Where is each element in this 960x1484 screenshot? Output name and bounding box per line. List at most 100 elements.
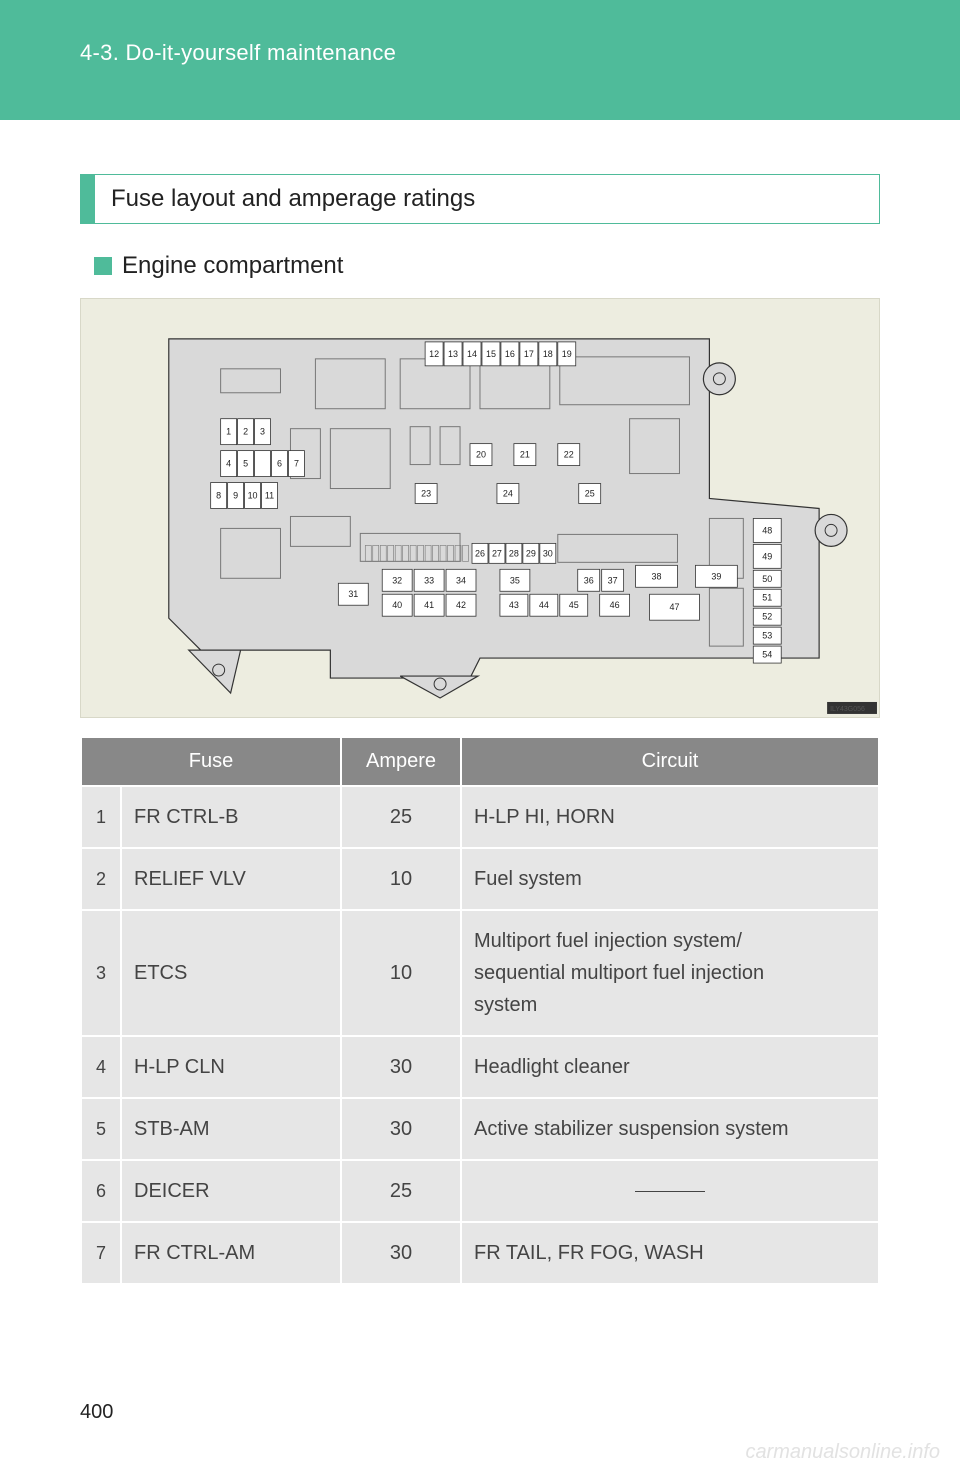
table-row: 3ETCS10Multiport fuel injection system/s… [81, 910, 879, 1036]
svg-text:15: 15 [486, 349, 496, 359]
svg-text:33: 33 [424, 575, 434, 585]
cell-ampere: 30 [341, 1036, 461, 1098]
th-circuit: Circuit [461, 737, 879, 786]
cell-circuit: Fuel system [461, 848, 879, 910]
cell-circuit: Headlight cleaner [461, 1036, 879, 1098]
cell-circuit: H-LP HI, HORN [461, 786, 879, 848]
table-row: 1FR CTRL-B25H-LP HI, HORN [81, 786, 879, 848]
svg-text:45: 45 [569, 600, 579, 610]
cell-circuit: Multiport fuel injection system/sequenti… [461, 910, 879, 1036]
content-area: Fuse layout and amperage ratings Engine … [0, 120, 960, 1285]
cell-ampere: 25 [341, 786, 461, 848]
svg-text:19: 19 [562, 349, 572, 359]
cell-index: 1 [81, 786, 121, 848]
svg-text:18: 18 [543, 349, 553, 359]
svg-text:38: 38 [652, 571, 662, 581]
page-number: 400 [80, 1401, 113, 1424]
svg-text:47: 47 [669, 602, 679, 612]
svg-text:35: 35 [510, 575, 520, 585]
watermark: carmanualsonline.info [745, 1441, 940, 1464]
page: 4-3. Do-it-yourself maintenance Fuse lay… [0, 0, 960, 1484]
svg-text:54: 54 [762, 650, 772, 660]
cell-index: 2 [81, 848, 121, 910]
cell-fuse: RELIEF VLV [121, 848, 341, 910]
svg-text:37: 37 [608, 575, 618, 585]
fuse-diagram-svg: 1213141516171819123456789101120212223242… [81, 299, 879, 718]
svg-text:46: 46 [610, 600, 620, 610]
table-row: 7FR CTRL-AM30FR TAIL, FR FOG, WASH [81, 1222, 879, 1284]
cell-ampere: 30 [341, 1098, 461, 1160]
fuse-table-body: 1FR CTRL-B25H-LP HI, HORN2RELIEF VLV10Fu… [81, 786, 879, 1284]
fuse-diagram: 1213141516171819123456789101120212223242… [80, 298, 880, 718]
svg-text:25: 25 [585, 489, 595, 499]
cell-fuse: H-LP CLN [121, 1036, 341, 1098]
svg-text:39: 39 [711, 571, 721, 581]
svg-text:9: 9 [233, 491, 238, 501]
svg-text:10: 10 [248, 491, 258, 501]
svg-text:26: 26 [475, 548, 485, 558]
svg-text:44: 44 [539, 600, 549, 610]
section-title: Fuse layout and amperage ratings [95, 175, 491, 223]
fuse-table: Fuse Ampere Circuit 1FR CTRL-B25H-LP HI,… [80, 736, 880, 1285]
chapter-header: 4-3. Do-it-yourself maintenance [0, 0, 960, 120]
svg-text:53: 53 [762, 631, 772, 641]
svg-text:8: 8 [216, 491, 221, 501]
svg-text:16: 16 [505, 349, 515, 359]
cell-fuse: ETCS [121, 910, 341, 1036]
svg-text:20: 20 [476, 450, 486, 460]
table-row: 5STB-AM30Active stabilizer suspension sy… [81, 1098, 879, 1160]
cell-index: 6 [81, 1160, 121, 1222]
cell-ampere: 30 [341, 1222, 461, 1284]
svg-text:31: 31 [348, 589, 358, 599]
subsection-title: Engine compartment [122, 252, 343, 280]
th-ampere: Ampere [341, 737, 461, 786]
svg-text:30: 30 [543, 548, 553, 558]
cell-fuse: FR CTRL-AM [121, 1222, 341, 1284]
svg-text:4: 4 [226, 459, 231, 469]
table-row: 2RELIEF VLV10Fuel system [81, 848, 879, 910]
svg-text:29: 29 [526, 548, 536, 558]
svg-text:ILY43G056: ILY43G056 [830, 706, 865, 713]
chapter-label: 4-3. Do-it-yourself maintenance [80, 40, 396, 65]
cell-ampere: 25 [341, 1160, 461, 1222]
square-bullet-icon [94, 257, 112, 275]
svg-text:3: 3 [260, 427, 265, 437]
cell-fuse: STB-AM [121, 1098, 341, 1160]
svg-text:42: 42 [456, 600, 466, 610]
cell-fuse: FR CTRL-B [121, 786, 341, 848]
svg-text:24: 24 [503, 489, 513, 499]
cell-ampere: 10 [341, 848, 461, 910]
svg-text:5: 5 [243, 459, 248, 469]
svg-text:14: 14 [467, 349, 477, 359]
table-row: 4H-LP CLN30Headlight cleaner [81, 1036, 879, 1098]
section-accent [81, 175, 95, 223]
svg-text:41: 41 [424, 600, 434, 610]
cell-index: 5 [81, 1098, 121, 1160]
cell-circuit [461, 1160, 879, 1222]
svg-text:50: 50 [762, 574, 772, 584]
cell-index: 7 [81, 1222, 121, 1284]
table-row: 6DEICER25 [81, 1160, 879, 1222]
th-fuse: Fuse [81, 737, 341, 786]
svg-text:21: 21 [520, 450, 530, 460]
svg-text:7: 7 [294, 459, 299, 469]
svg-text:49: 49 [762, 551, 772, 561]
svg-text:32: 32 [392, 575, 402, 585]
svg-text:11: 11 [265, 491, 274, 501]
svg-text:48: 48 [762, 525, 772, 535]
cell-index: 3 [81, 910, 121, 1036]
cell-circuit: Active stabilizer suspension system [461, 1098, 879, 1160]
svg-text:23: 23 [421, 489, 431, 499]
svg-text:6: 6 [277, 459, 282, 469]
svg-text:51: 51 [762, 593, 772, 603]
svg-text:2: 2 [243, 427, 248, 437]
svg-text:17: 17 [524, 349, 534, 359]
svg-text:34: 34 [456, 575, 466, 585]
cell-ampere: 10 [341, 910, 461, 1036]
svg-text:28: 28 [509, 548, 519, 558]
svg-text:13: 13 [448, 349, 458, 359]
svg-text:43: 43 [509, 600, 519, 610]
svg-text:1: 1 [226, 427, 231, 437]
cell-fuse: DEICER [121, 1160, 341, 1222]
svg-text:27: 27 [492, 548, 502, 558]
